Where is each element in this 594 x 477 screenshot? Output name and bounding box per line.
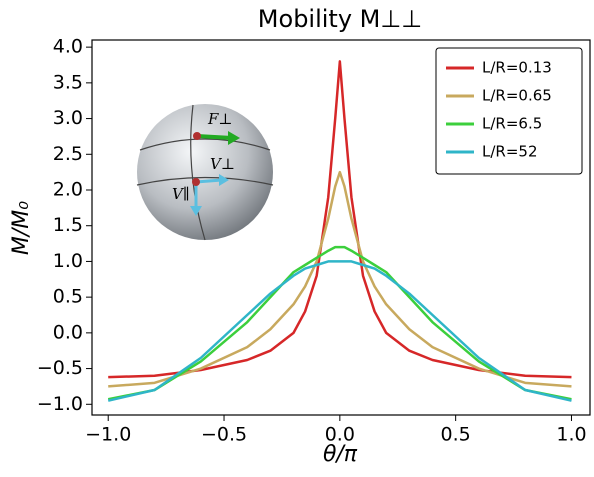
x-tick-label: 0.5 — [441, 424, 471, 446]
x-axis-label: θ/π — [323, 442, 358, 467]
y-tick-label: −0.5 — [37, 357, 83, 379]
legend-box — [435, 47, 583, 175]
x-tick-label: 0.0 — [325, 424, 355, 446]
y-tick-label: 1.0 — [53, 250, 83, 272]
y-tick-label: 0.0 — [53, 321, 83, 343]
legend-label: L/R=6.5 — [482, 115, 542, 133]
inset-sphere — [136, 104, 274, 241]
y-tick-label: 2.5 — [53, 143, 83, 165]
x-tick-label: −1.0 — [85, 424, 131, 446]
legend-label: L/R=0.65 — [482, 87, 552, 105]
plot: −1.0 −0.5 0.0 0.5 1.0 1.5 2.0 2.5 3.0 3.5 4.0 −1.0 −… — [37, 36, 591, 446]
y-tick-label: −1.0 — [37, 393, 83, 415]
annotation: F⊥ — [207, 110, 233, 128]
x-tick-label: −0.5 — [201, 424, 247, 446]
y-tick-label: 0.5 — [53, 286, 83, 308]
x-tick-label: 1.0 — [556, 424, 586, 446]
legend-label: L/R=52 — [482, 143, 538, 161]
series-line — [107, 245, 572, 401]
y-tick-label: 3.0 — [53, 107, 83, 129]
y-axis-label: M/M₀ — [9, 201, 34, 255]
y-tick-label: 3.5 — [53, 71, 83, 93]
chart-title: Mobility M⊥⊥ — [258, 5, 422, 33]
series-line — [108, 60, 572, 379]
y-tick-label: 2.0 — [53, 179, 83, 201]
y-tick-label: 1.5 — [53, 214, 83, 236]
annotation: V⊥ — [210, 155, 235, 173]
y-tick-label: 4.0 — [53, 36, 83, 58]
series-line — [107, 260, 572, 402]
annotation: V∥ — [172, 185, 190, 203]
series-line — [108, 170, 572, 388]
axes-frame — [91, 39, 591, 416]
legend-label: L/R=0.13 — [482, 59, 552, 77]
